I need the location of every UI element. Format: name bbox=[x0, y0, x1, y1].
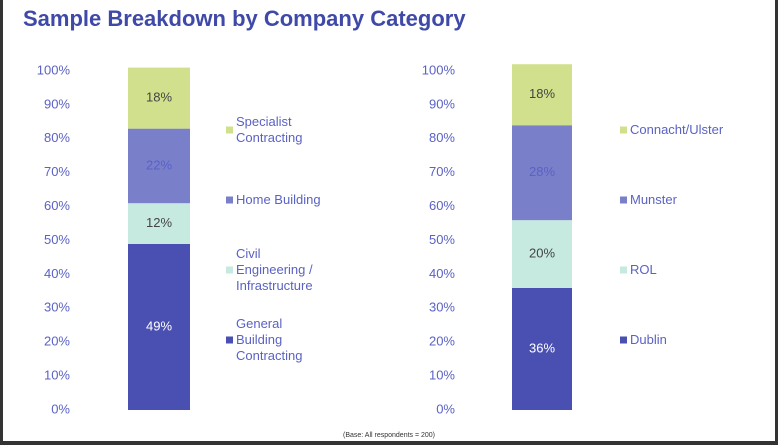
legend-swatch bbox=[226, 336, 233, 344]
y-tick-label: 60% bbox=[44, 198, 70, 213]
y-tick-label: 70% bbox=[429, 164, 455, 179]
legend-label: Specialist Contracting bbox=[236, 114, 303, 145]
y-tick-label: 20% bbox=[429, 334, 455, 349]
bar-segment bbox=[128, 243, 190, 410]
legend-label: ROL bbox=[630, 262, 657, 277]
bar-segment bbox=[128, 203, 190, 244]
value-label: 36% bbox=[529, 340, 555, 355]
y-tick-label: 70% bbox=[44, 164, 70, 179]
value-label: 22% bbox=[146, 157, 172, 172]
y-tick-label: 100% bbox=[422, 62, 456, 77]
bar-segment bbox=[512, 64, 572, 126]
title: Sample Breakdown by Company Category bbox=[23, 6, 466, 31]
value-label: 28% bbox=[529, 164, 555, 179]
legend-label: General Building Contracting bbox=[236, 316, 303, 363]
legend-swatch bbox=[620, 266, 627, 274]
y-tick-label: 0% bbox=[51, 401, 70, 416]
y-tick-label: 10% bbox=[429, 368, 455, 383]
legend-label: Home Building bbox=[236, 192, 321, 207]
legend-swatch bbox=[226, 266, 233, 274]
value-label: 20% bbox=[529, 245, 555, 260]
y-tick-label: 40% bbox=[44, 266, 70, 281]
y-tick-label: 100% bbox=[37, 62, 71, 77]
y-tick-label: 30% bbox=[429, 300, 455, 315]
y-tick-label: 80% bbox=[44, 130, 70, 145]
y-tick-label: 50% bbox=[44, 232, 70, 247]
legend-label: Civil Engineering / Infrastructure bbox=[236, 246, 313, 293]
bar-segment bbox=[512, 125, 572, 221]
bar-segment bbox=[512, 287, 572, 410]
y-tick-label: 90% bbox=[44, 96, 70, 111]
y-tick-label: 40% bbox=[429, 266, 455, 281]
legend-swatch bbox=[620, 336, 627, 344]
value-label: 12% bbox=[146, 215, 172, 230]
value-label: 49% bbox=[146, 318, 172, 333]
y-tick-label: 50% bbox=[429, 232, 455, 247]
y-tick-label: 30% bbox=[44, 300, 70, 315]
chart: Sample Breakdown by Company Category (Ba… bbox=[23, 6, 627, 439]
legend-label: Munster bbox=[630, 192, 677, 207]
y-tick-label: 90% bbox=[429, 96, 455, 111]
footnote: (Base: All respondents = 200) bbox=[343, 432, 435, 439]
bar-segment bbox=[128, 67, 190, 129]
y-tick-label: 60% bbox=[429, 198, 455, 213]
legend-swatch bbox=[620, 196, 627, 204]
legend-swatch bbox=[226, 196, 233, 204]
legend-swatch bbox=[620, 126, 627, 134]
y-tick-label: 10% bbox=[44, 368, 70, 383]
legend-label: Dublin bbox=[630, 332, 667, 347]
y-tick-label: 80% bbox=[429, 130, 455, 145]
bar-segment bbox=[128, 128, 190, 204]
legend-label: Connacht/Ulster bbox=[630, 122, 724, 137]
value-label: 18% bbox=[146, 90, 172, 105]
y-tick-label: 20% bbox=[44, 334, 70, 349]
bar-segment bbox=[512, 220, 572, 288]
legend-swatch bbox=[226, 126, 233, 134]
value-label: 18% bbox=[529, 86, 555, 101]
y-tick-label: 0% bbox=[436, 401, 455, 416]
